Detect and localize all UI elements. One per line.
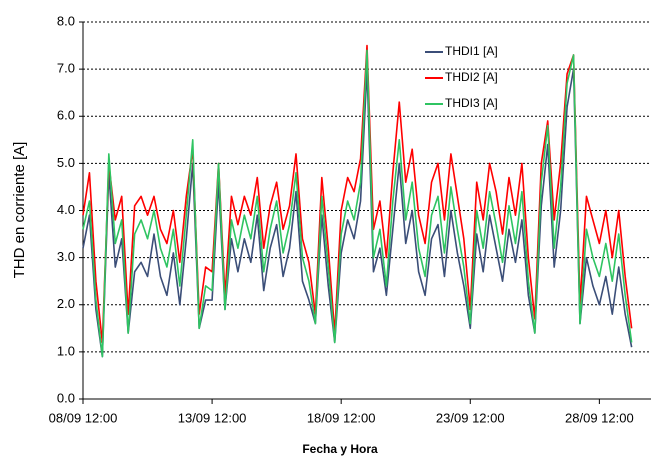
y-tick-label: 3.0 (57, 249, 75, 264)
x-tick-label: 13/09 12:00 (178, 410, 247, 425)
y-tick-label: 1.0 (57, 343, 75, 358)
y-axis-title: THD en corriente [A] (11, 142, 28, 279)
y-tick-label: 7.0 (57, 61, 75, 76)
x-axis-title: Fecha y Hora (302, 442, 378, 456)
x-tick-label: 23/09 12:00 (436, 410, 505, 425)
x-tick-label: 08/09 12:00 (49, 410, 118, 425)
legend-label: THDI3 [A] (445, 96, 498, 110)
legend-label: THDI2 [A] (445, 70, 498, 84)
series-line (82, 68, 633, 358)
y-tick-label: 0.0 (57, 390, 75, 405)
y-tick-label: 2.0 (57, 296, 75, 311)
y-tick-label: 8.0 (57, 13, 75, 28)
x-tick-label: 28/09 12:00 (565, 410, 634, 425)
y-tick-label: 4.0 (57, 202, 75, 217)
series-line (82, 49, 633, 358)
series-line (82, 44, 633, 344)
x-tick-label: 18/09 12:00 (307, 410, 376, 425)
y-tick-label: 6.0 (57, 108, 75, 123)
legend-label: THDI1 [A] (445, 44, 498, 58)
y-tick-label: 5.0 (57, 155, 75, 170)
